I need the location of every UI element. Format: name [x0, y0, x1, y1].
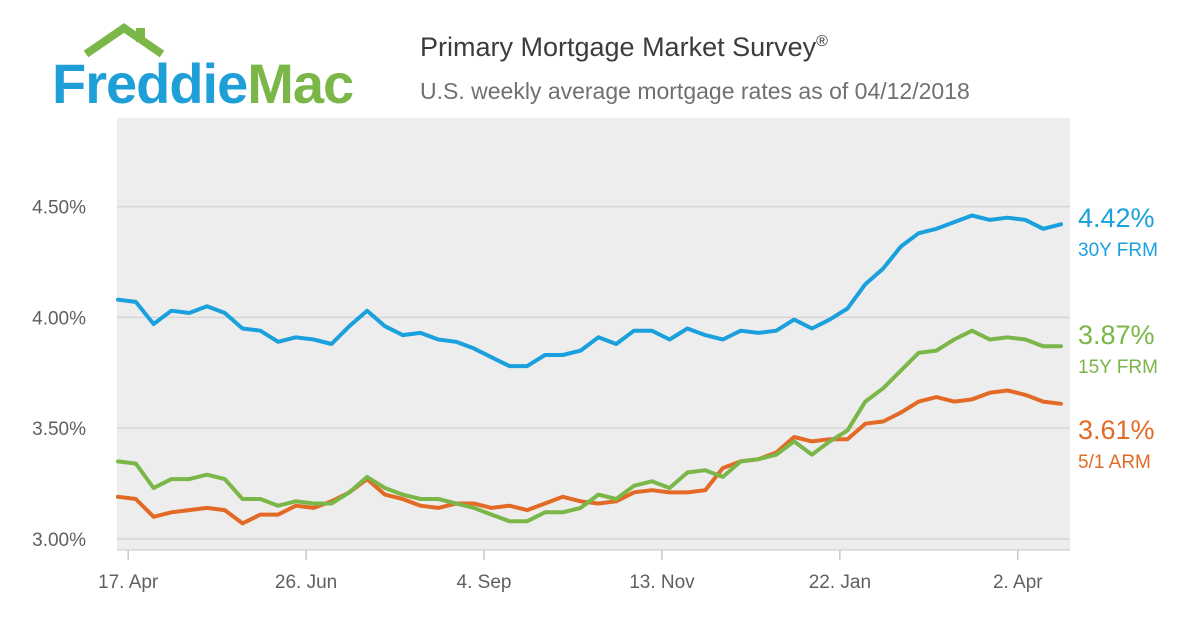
y-tick-label: 4.50%	[32, 198, 86, 219]
plot-background	[117, 118, 1070, 550]
x-tick-label: 17. Apr	[98, 572, 159, 593]
logo-word-freddie: Freddie	[52, 52, 248, 115]
registered-mark: ®	[816, 33, 828, 50]
end-value-30y-frm: 4.42%	[1078, 203, 1155, 233]
end-labels: 4.42% 30Y FRM 3.87% 15Y FRM 3.61% 5/1 ARM	[1078, 203, 1158, 473]
x-tick-label: 26. Jun	[275, 572, 337, 593]
series-label-15y-frm: 15Y FRM	[1078, 357, 1158, 378]
chart-subtitle: U.S. weekly average mortgage rates as of…	[420, 78, 970, 104]
end-value-5-1-arm: 3.61%	[1078, 415, 1155, 445]
series-line-30y-frm	[116, 213, 1063, 369]
freddie-mac-logo: FreddieMac	[24, 14, 384, 114]
series-line-15y-frm	[116, 328, 1063, 524]
y-tick-label: 3.00%	[32, 530, 86, 551]
x-tick-label: 4. Sep	[457, 572, 512, 593]
end-value-15y-frm: 3.87%	[1078, 320, 1155, 350]
chart-title: Primary Mortgage Market Survey®	[420, 32, 828, 63]
y-tick-label: 3.50%	[32, 419, 86, 440]
y-tick-label: 4.00%	[32, 308, 86, 329]
series-lines	[116, 213, 1063, 526]
y-axis: 3.00% 3.50% 4.00% 4.50%	[32, 198, 86, 551]
chart-title-text: Primary Mortgage Market Survey	[420, 32, 817, 62]
logo-word-mac: Mac	[247, 52, 354, 115]
x-tick-label: 13. Nov	[629, 572, 695, 593]
x-axis: 17. Apr 26. Jun 4. Sep 13. Nov 22. Jan 2. Apr	[98, 550, 1043, 593]
series-label-5-1-arm: 5/1 ARM	[1078, 452, 1151, 473]
x-tick-label: 2. Apr	[993, 572, 1043, 593]
house-roof-icon	[83, 23, 165, 58]
series-label-30y-frm: 30Y FRM	[1078, 240, 1158, 261]
x-tick-label: 22. Jan	[809, 572, 871, 593]
logo-wordmark: FreddieMac	[52, 52, 354, 115]
grid-lines	[117, 205, 1070, 540]
